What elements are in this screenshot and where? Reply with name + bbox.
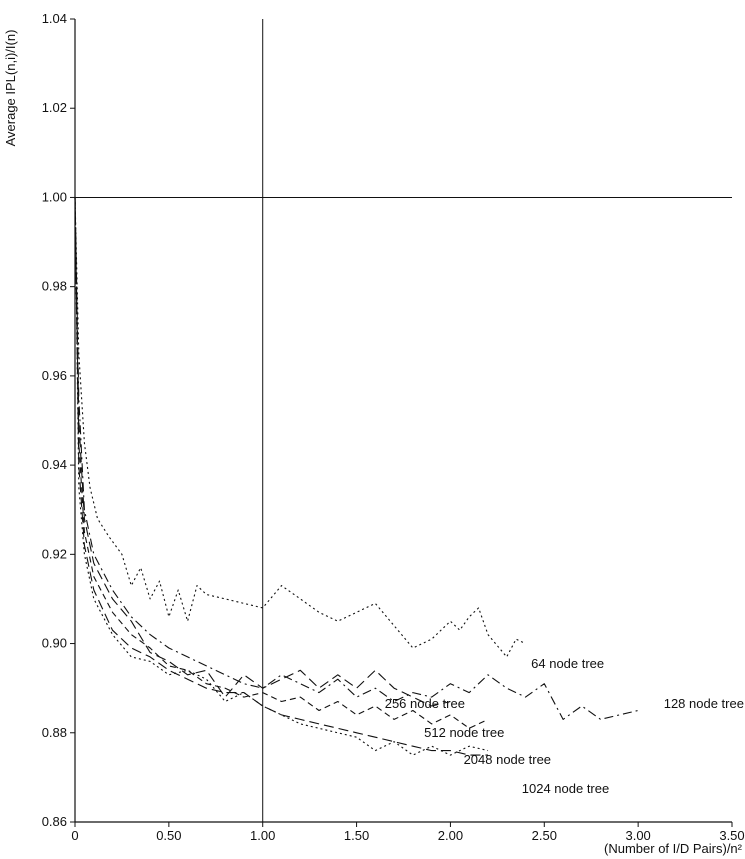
y-axis-label: Average IPL(n,i)/I(n) (3, 30, 18, 147)
x-tick-label: 3.00 (625, 828, 650, 843)
x-ticks: 0 0.50 1.00 1.50 2.00 2.50 3.00 3.50 (71, 822, 745, 843)
series-line-2048-node-tree (74, 197, 488, 756)
series-annotations: 64 node tree 128 node tree 256 node tree 51… (385, 656, 744, 796)
x-tick-label: 0.50 (156, 828, 181, 843)
y-tick-label: 0.92 (42, 546, 67, 561)
series-annotation: 1024 node tree (522, 781, 609, 796)
series-annotation: 128 node tree (664, 696, 744, 711)
x-tick-label: 0 (71, 828, 78, 843)
series-annotation: 64 node tree (531, 656, 604, 671)
plot-area: 0 0.50 1.00 1.50 2.00 2.50 3.00 3.50 0.860.880.… (42, 11, 745, 843)
x-tick-label: 1.50 (344, 828, 369, 843)
series-lines (74, 197, 639, 756)
x-tick-label: 1.00 (250, 828, 275, 843)
series-annotation: 256 node tree (385, 696, 465, 711)
y-ticks: 0.86 0.88 0.90 0.92 0.94 0.96 0.98 1.00 1.02 1.04 (42, 11, 75, 829)
series-line-64-node-tree (74, 197, 526, 658)
series-line-128-node-tree (74, 197, 639, 720)
y-tick-label: 1.02 (42, 100, 67, 115)
y-tick-label: 0.98 (42, 279, 67, 294)
series-line-512-node-tree (74, 197, 489, 729)
x-tick-label: 2.50 (532, 828, 557, 843)
y-tick-label: 1.00 (42, 189, 67, 204)
series-line-256-node-tree (74, 197, 451, 707)
x-tick-label: 3.50 (719, 828, 744, 843)
y-tick-label: 0.88 (42, 725, 67, 740)
y-tick-label: 1.04 (42, 11, 67, 26)
series-annotation: 2048 node tree (464, 752, 551, 767)
y-tick-label: 0.86 (42, 814, 67, 829)
series-line-1024-node-tree (74, 197, 489, 756)
x-axis-label: (Number of I/D Pairs)/n² (604, 841, 743, 856)
x-tick-label: 2.00 (438, 828, 463, 843)
y-tick-label: 0.90 (42, 636, 67, 651)
y-tick-label: 0.96 (42, 368, 67, 383)
series-annotation: 512 node tree (424, 725, 504, 740)
y-tick-label: 0.94 (42, 457, 67, 472)
